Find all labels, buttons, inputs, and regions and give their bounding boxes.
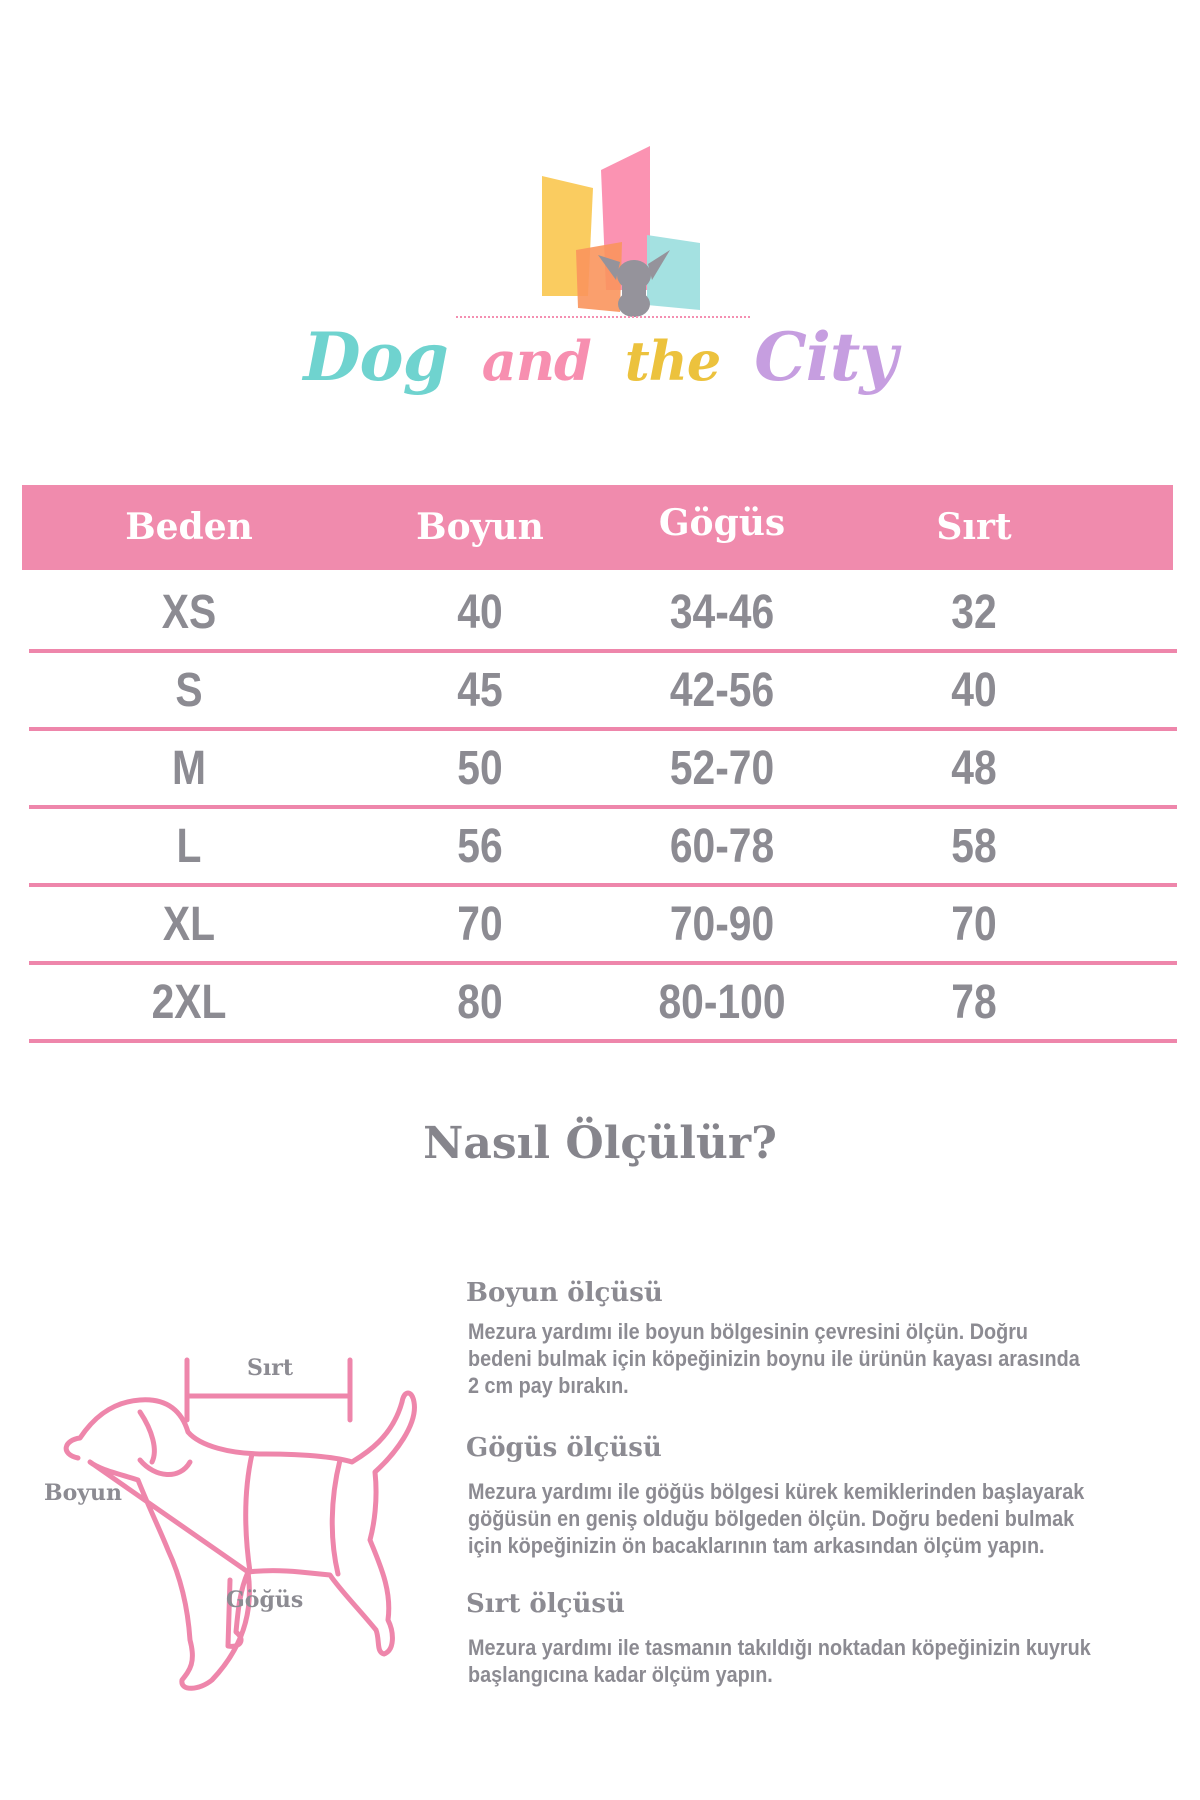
section-text-line: Mezura yardımı ile göğüs bölgesi kürek k… xyxy=(468,1479,1085,1504)
section-text-line: Mezura yardımı ile boyun bölgesinin çevr… xyxy=(468,1319,1029,1344)
table-row: S 45 42-56 40 xyxy=(29,649,1177,731)
label-gogus: Göğüs xyxy=(226,1587,304,1613)
cell-gogus: 52-70 xyxy=(669,742,775,795)
cell-gogus: 42-56 xyxy=(669,664,775,717)
dog-measurement-diagram xyxy=(63,1357,417,1691)
header-sirt: Sırt xyxy=(936,506,1012,548)
cell-sirt: 70 xyxy=(951,898,997,951)
section-text-line: başlangıcına kadar ölçüm yapın. xyxy=(468,1662,773,1687)
logo-word-and: and xyxy=(481,329,592,393)
section-heading: Boyun ölçüsü xyxy=(466,1278,663,1308)
header-beden: Beden xyxy=(125,506,253,548)
section-text: Mezura yardımı ile tasmanın takıldığı no… xyxy=(468,1634,1170,1688)
cell-gogus: 70-90 xyxy=(669,898,775,951)
cell-boyun: 56 xyxy=(457,820,503,873)
header-boyun: Boyun xyxy=(416,506,544,548)
section-heading: Gögüs ölçüsü xyxy=(466,1433,662,1463)
sirt-measure-line xyxy=(184,1357,353,1423)
logo-word-the: the xyxy=(624,329,722,393)
logo-word-city: City xyxy=(754,318,897,396)
cell-gogus: 34-46 xyxy=(669,586,775,639)
section-text: Mezura yardımı ile göğüs bölgesi kürek k… xyxy=(468,1478,1170,1559)
cell-gogus: 80-100 xyxy=(658,976,786,1029)
section-text: Mezura yardımı ile boyun bölgesinin çevr… xyxy=(468,1318,1170,1399)
cell-beden: L xyxy=(176,820,202,873)
logo: Dog and the City xyxy=(0,318,1200,396)
table-row: 2XL 80 80-100 78 xyxy=(29,961,1177,1043)
section-text-line: göğüsün en geniş olduğu bölgeden ölçün. … xyxy=(468,1506,1075,1531)
cell-sirt: 32 xyxy=(951,586,997,639)
cell-boyun: 50 xyxy=(457,742,503,795)
table-row: M 50 52-70 48 xyxy=(29,727,1177,809)
section-text-line: bedeni bulmak için köpeğinizin boynu ile… xyxy=(468,1346,1080,1371)
cell-beden: XL xyxy=(162,898,216,951)
cell-gogus: 60-78 xyxy=(669,820,775,873)
cell-beden: XS xyxy=(161,586,217,639)
logo-dotted-line xyxy=(456,316,750,318)
table-row: L 56 60-78 58 xyxy=(29,805,1177,887)
cell-sirt: 58 xyxy=(951,820,997,873)
cell-boyun: 45 xyxy=(457,664,503,717)
cell-beden: M xyxy=(172,742,206,795)
gogus-measure-line xyxy=(243,1451,343,1577)
section-text-line: için köpeğinizin ön bacaklarının tam ark… xyxy=(468,1533,1045,1558)
label-boyun: Boyun xyxy=(44,1480,123,1506)
cell-beden: S xyxy=(175,664,203,717)
cell-sirt: 48 xyxy=(951,742,997,795)
dog-outline xyxy=(63,1390,417,1691)
cell-boyun: 80 xyxy=(457,976,503,1029)
header-gogus: Gögüs xyxy=(658,502,786,544)
section-heading: Sırt ölçüsü xyxy=(466,1589,625,1619)
label-sirt: Sırt xyxy=(247,1355,293,1381)
cell-sirt: 40 xyxy=(951,664,997,717)
cell-boyun: 40 xyxy=(457,586,503,639)
boyun-measure-line xyxy=(137,1457,193,1477)
cell-boyun: 70 xyxy=(457,898,503,951)
cell-beden: 2XL xyxy=(151,976,227,1029)
section-text-line: Mezura yardımı ile tasmanın takıldığı no… xyxy=(468,1635,1091,1660)
table-row: XL 70 70-90 70 xyxy=(29,883,1177,965)
section-text-line: 2 cm pay bırakın. xyxy=(468,1373,629,1398)
cell-sirt: 78 xyxy=(951,976,997,1029)
how-to-measure-title: Nasıl Ölçülür? xyxy=(423,1118,777,1169)
size-table-header: Beden Boyun Gögüs Sırt xyxy=(22,485,1173,570)
logo-word-dog: Dog xyxy=(303,318,448,396)
table-row: XS 40 34-46 32 xyxy=(29,571,1177,653)
logo-buildings-dog-icon xyxy=(542,146,700,317)
